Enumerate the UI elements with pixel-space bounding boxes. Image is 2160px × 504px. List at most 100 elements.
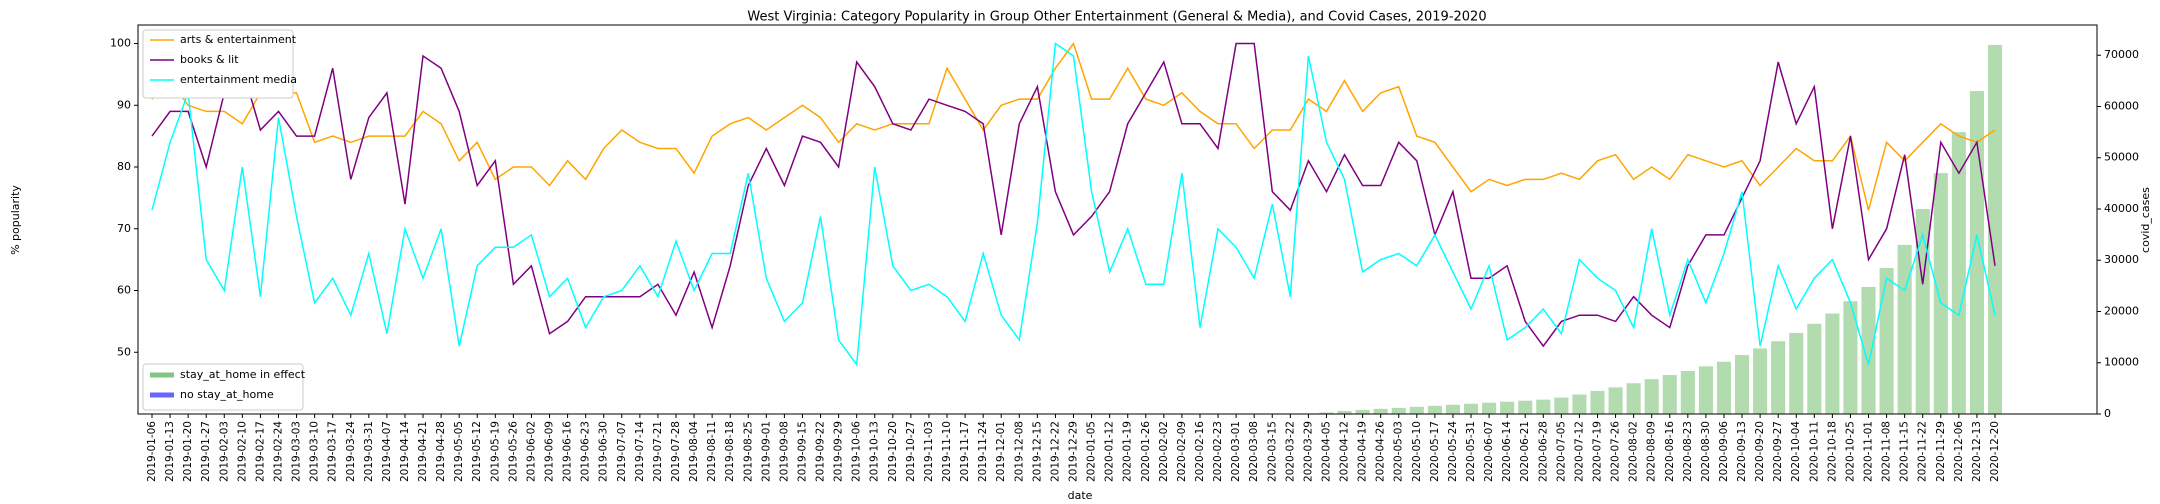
- x-tick-label: 2020-01-12: [1104, 421, 1116, 482]
- bar: [1572, 394, 1587, 414]
- x-tick-label: 2020-11-22: [1917, 421, 1929, 482]
- x-tick-label: 2019-03-24: [345, 421, 357, 482]
- x-tick-label: 2020-10-25: [1844, 421, 1856, 482]
- bar: [1319, 412, 1334, 414]
- x-tick-label: 2020-03-08: [1248, 421, 1260, 482]
- bar: [1951, 132, 1966, 414]
- x-tick-label: 2019-09-08: [778, 421, 790, 482]
- line-series: [151, 42, 1996, 348]
- x-tick-label: 2020-02-09: [1176, 421, 1188, 482]
- bar: [1373, 408, 1388, 414]
- bar: [1698, 366, 1713, 414]
- x-tick-label: 2019-08-11: [706, 421, 718, 482]
- x-tick-label: 2020-07-26: [1610, 421, 1622, 482]
- bar: [1518, 400, 1533, 414]
- y-tick-label: 60: [117, 284, 131, 297]
- x-tick-label: 2020-02-16: [1194, 421, 1206, 482]
- x-tick-label: 2019-12-22: [1049, 421, 1061, 482]
- x-tick-label: 2019-03-31: [363, 421, 375, 482]
- x-tick-label: 2019-12-08: [1013, 421, 1025, 482]
- x-tick-label: 2019-04-21: [417, 421, 429, 482]
- x-tick-label: 2019-05-12: [471, 421, 483, 482]
- x-tick-label: 2019-09-29: [833, 421, 845, 482]
- bar: [1554, 397, 1569, 414]
- bar: [1879, 267, 1894, 414]
- x-tick-label: 2020-12-06: [1953, 421, 1965, 482]
- legend: arts & entertainment books & lit entertain…: [142, 29, 297, 99]
- x-tick-label: 2019-04-07: [381, 421, 393, 482]
- x-tick-label: 2020-01-19: [1122, 421, 1134, 482]
- x-tick-label: 2020-02-02: [1158, 421, 1170, 482]
- y-tick-label: 100: [110, 37, 131, 50]
- y-tick-label: 90: [117, 98, 131, 111]
- y-tick-label: 80: [117, 160, 131, 173]
- x-tick-label: 2019-01-27: [200, 421, 212, 482]
- x-tick-label: 2019-09-22: [815, 421, 827, 482]
- x-tick-label: 2019-08-18: [724, 421, 736, 482]
- x-tick-label: 2020-08-23: [1682, 421, 1694, 482]
- bar: [1734, 355, 1750, 414]
- x-tick-label: 2020-11-29: [1935, 421, 1947, 482]
- x-tick-label: 2020-06-07: [1483, 421, 1495, 482]
- x-tick-label: 2020-04-12: [1339, 421, 1351, 482]
- bar: [1807, 323, 1822, 414]
- x-tick-label: 2019-01-13: [164, 421, 176, 482]
- bar: [1680, 370, 1695, 414]
- x-tick-label: 2020-06-28: [1537, 421, 1549, 482]
- x-tick-label: 2020-05-24: [1447, 421, 1459, 482]
- x-tick-label: 2019-04-14: [399, 421, 411, 482]
- x-tick-label: 2020-10-11: [1808, 421, 1820, 482]
- x-tick-label: 2020-08-09: [1646, 421, 1658, 482]
- x-tick-label: 2019-01-06: [146, 421, 158, 482]
- bar: [1861, 286, 1876, 414]
- x-tick-label: 2019-07-28: [670, 421, 682, 482]
- x-tick-label: 2020-09-06: [1718, 421, 1730, 482]
- x-tick-label: 2020-06-21: [1519, 421, 1531, 482]
- bar: [1626, 383, 1641, 414]
- bar: [1843, 301, 1858, 414]
- bar: [1337, 410, 1352, 414]
- x-tick-label: 2019-06-02: [525, 421, 537, 482]
- bar: [1897, 244, 1912, 414]
- x-tick-label: 2019-10-27: [905, 421, 917, 482]
- x-tick-label: 2019-07-14: [634, 421, 646, 482]
- legend-label: books & lit: [180, 53, 239, 66]
- y-axis-label: % popularity: [9, 185, 22, 255]
- x-tick-label: 2019-11-03: [923, 421, 935, 482]
- bar: [1753, 348, 1768, 414]
- x-tick-label: 2019-11-24: [977, 421, 989, 482]
- legend-label: entertainment media: [180, 73, 297, 86]
- x-tick-label: 2020-02-23: [1212, 421, 1224, 482]
- x-tick-label: 2020-03-15: [1266, 421, 1278, 482]
- bar: [1590, 390, 1605, 414]
- bar: [1644, 379, 1659, 414]
- x-tick-label: 2020-07-05: [1555, 421, 1567, 482]
- bar: [1427, 405, 1442, 414]
- x-tick-label: 2020-07-12: [1573, 421, 1585, 482]
- x-tick-label: 2020-04-19: [1357, 421, 1369, 482]
- chart-title: West Virginia: Category Popularity in Gr…: [747, 10, 1486, 25]
- x-tick-label: 2019-04-28: [435, 421, 447, 482]
- bar: [1536, 399, 1551, 414]
- bar: [1825, 313, 1840, 414]
- x-tick-label: 2019-06-09: [544, 421, 556, 482]
- x-tick-label: 2020-03-01: [1230, 421, 1242, 482]
- x-tick-label: 2019-10-13: [869, 421, 881, 482]
- x-tick-label: 2019-02-03: [218, 421, 230, 482]
- x-tick-label: 2020-08-30: [1700, 421, 1712, 482]
- x-tick-label: 2020-11-01: [1863, 421, 1875, 482]
- x-tick-label: 2019-03-10: [309, 421, 321, 482]
- bar: [1969, 91, 1984, 414]
- x-tick-label: 2019-02-17: [254, 421, 266, 482]
- x-tick-label: 2019-12-29: [1068, 421, 1080, 482]
- x-tick-label: 2019-02-10: [236, 421, 248, 482]
- bar: [1445, 404, 1460, 414]
- x-tick-label: 2019-10-06: [851, 421, 863, 482]
- legend: stay_at_home in effect no stay_at_home: [142, 363, 306, 411]
- line-series: [151, 42, 1996, 367]
- bar: [1716, 361, 1732, 414]
- bar: [1409, 406, 1424, 414]
- x-tick-label: 2020-05-31: [1465, 421, 1477, 482]
- bar: [1987, 44, 2003, 414]
